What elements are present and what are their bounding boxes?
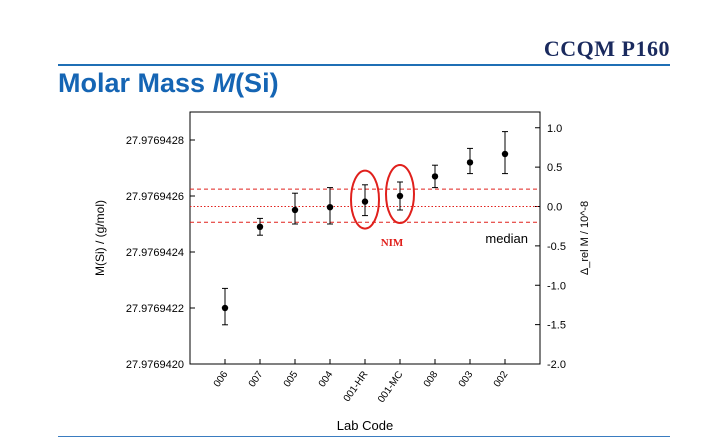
- x-tick-label: 006: [212, 369, 231, 389]
- data-point: [501, 150, 509, 158]
- y-axis-title-left: M(Si) / (g/mol): [93, 200, 107, 276]
- data-point: [291, 206, 299, 214]
- left-axis: 27.9769420 27.9769422 27.9769424 27.9769426…: [126, 135, 195, 371]
- right-tick-label: 0.5: [547, 162, 562, 174]
- left-tick-label: 27.9769428: [126, 135, 184, 147]
- x-tick-label: 001-MC: [376, 369, 405, 404]
- title-symbol: M: [212, 68, 236, 98]
- data-point: [326, 204, 334, 211]
- data-point: [221, 304, 229, 312]
- right-tick-label: -1.0: [547, 280, 566, 292]
- median-label: median: [485, 231, 528, 246]
- x-tick-label: 003: [457, 369, 476, 389]
- x-tick-label: 002: [492, 369, 511, 389]
- footer-divider: [58, 436, 670, 437]
- x-axis: 006 007 005 004 001-HR 001-MC 008 003 002: [212, 359, 511, 405]
- title-prefix: Molar Mass: [58, 68, 213, 98]
- left-tick-label: 27.9769424: [126, 247, 184, 259]
- y-axis-title-right: Δ_rel M / 10^-8: [579, 201, 591, 275]
- nim-highlights: [350, 164, 415, 230]
- x-tick-label: 007: [247, 369, 266, 389]
- right-tick-label: -0.5: [547, 241, 566, 253]
- data-point: [396, 192, 404, 200]
- data-point: [256, 223, 264, 230]
- nim-label: NIM: [381, 237, 404, 249]
- right-tick-label: 1.0: [547, 123, 562, 135]
- x-tick-label: 008: [422, 369, 441, 389]
- x-tick-label: 005: [282, 369, 301, 389]
- right-tick-label: 0.0: [547, 202, 562, 214]
- data-point: [431, 173, 439, 180]
- x-tick-label: 004: [317, 369, 336, 389]
- data-point: [466, 159, 474, 166]
- slide-brand: CCQM P160: [543, 36, 670, 61]
- right-axis: 1.0 0.5 0.0 -0.5 -1.0 -1.5 -2.0: [535, 123, 566, 371]
- slide-title: Molar Mass M(Si): [58, 68, 279, 99]
- right-tick-label: -1.5: [547, 320, 566, 332]
- left-tick-label: 27.9769422: [126, 303, 184, 315]
- highlight-ellipse: [385, 164, 415, 224]
- left-tick-label: 27.9769420: [126, 359, 184, 371]
- right-tick-label: -2.0: [547, 359, 566, 371]
- x-tick-label: 001-HR: [342, 369, 371, 404]
- data-point: [361, 198, 369, 205]
- data-points: [221, 150, 509, 312]
- header-divider: [58, 64, 670, 66]
- x-axis-title: Lab Code: [337, 418, 393, 433]
- left-tick-label: 27.9769426: [126, 191, 184, 203]
- highlight-ellipse: [350, 169, 380, 230]
- title-suffix: (Si): [235, 68, 279, 98]
